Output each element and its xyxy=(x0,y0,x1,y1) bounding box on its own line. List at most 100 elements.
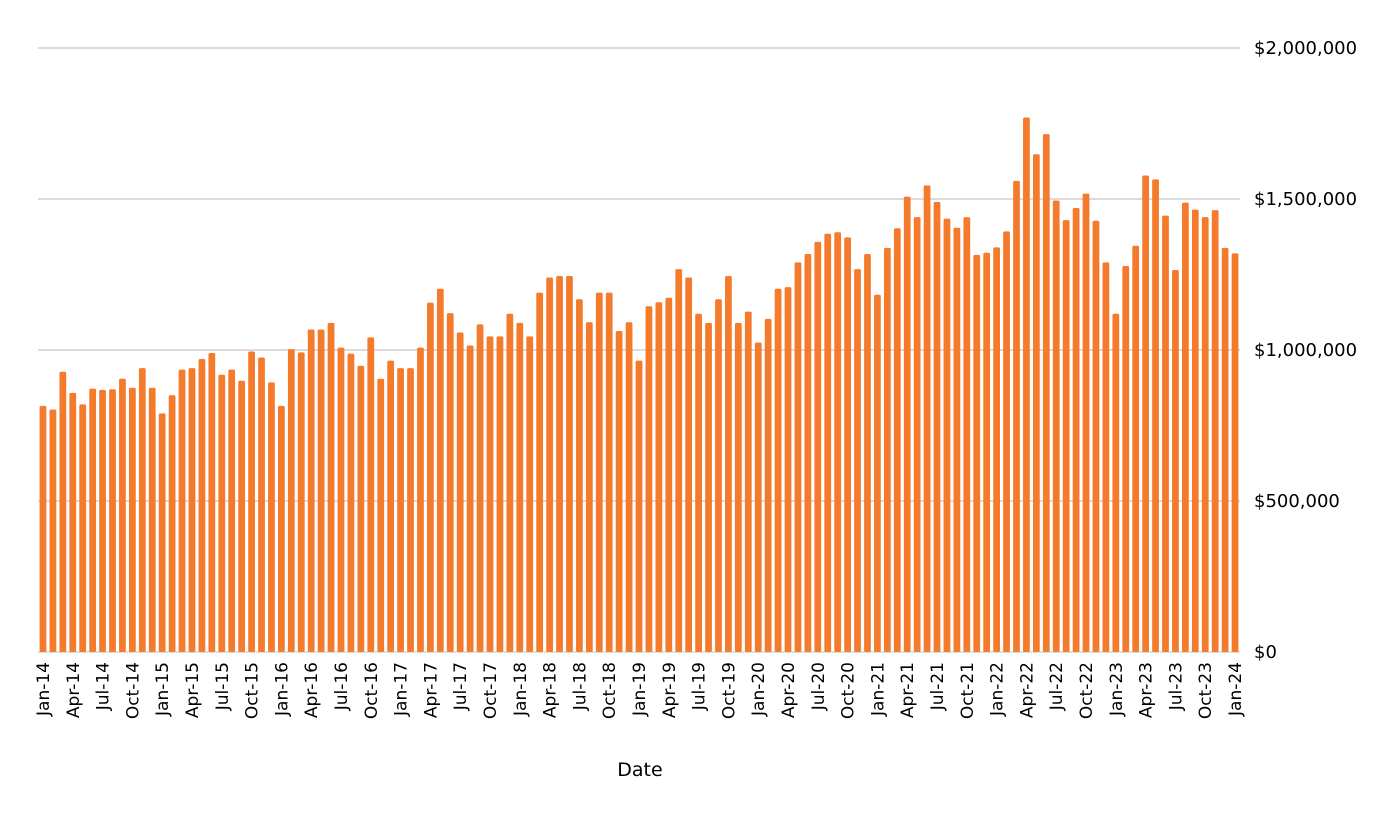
bar-apr-23 xyxy=(1142,175,1150,652)
bar-aug-22 xyxy=(1062,220,1070,652)
bar-aug-15 xyxy=(228,369,236,652)
bar-jan-14 xyxy=(39,405,47,652)
x-tick-label: Apr-23 xyxy=(1137,662,1157,718)
bar-jul-14 xyxy=(99,389,106,652)
bar-nov-23 xyxy=(1211,210,1219,652)
bar-jan-24 xyxy=(1231,253,1239,653)
bar-nov-18 xyxy=(615,330,623,652)
bar-oct-15 xyxy=(248,351,255,652)
bar-oct-18 xyxy=(605,292,613,652)
bar-apr-19 xyxy=(665,297,673,652)
bar-apr-14 xyxy=(69,392,77,652)
x-tick-label: Oct-16 xyxy=(362,662,382,719)
x-tick-label: Jul-17 xyxy=(451,662,471,711)
bar-jul-16 xyxy=(337,347,345,652)
bar-apr-21 xyxy=(903,196,911,653)
x-tick-label: Oct-22 xyxy=(1077,662,1097,719)
y-tick-label: $500,000 xyxy=(1254,491,1340,512)
x-tick-label: Jan-21 xyxy=(868,662,888,717)
bar-dec-17 xyxy=(506,313,514,652)
bar-jul-19 xyxy=(695,313,702,652)
x-tick-label: Oct-14 xyxy=(123,662,143,719)
bar-aug-16 xyxy=(347,353,355,652)
bar-oct-19 xyxy=(725,276,732,652)
bar-nov-16 xyxy=(377,378,385,652)
bar-mar-15 xyxy=(178,369,186,652)
bar-apr-17 xyxy=(427,302,434,652)
x-tick-label: Jan-15 xyxy=(153,662,173,717)
x-tick-label: Jul-18 xyxy=(570,662,590,711)
bar-oct-20 xyxy=(844,237,851,652)
bar-feb-16 xyxy=(287,349,295,652)
x-tick-label: Apr-14 xyxy=(64,662,84,718)
bar-nov-17 xyxy=(496,336,504,652)
x-tick-label: Oct-20 xyxy=(839,662,859,719)
bar-sep-21 xyxy=(953,227,961,652)
bar-jan-19 xyxy=(635,360,643,652)
x-tick-label: Jan-18 xyxy=(511,662,531,717)
bar-dec-20 xyxy=(864,253,871,653)
x-tick-label: Oct-18 xyxy=(600,662,620,719)
bar-jun-15 xyxy=(208,353,216,652)
x-tick-label: Jan-23 xyxy=(1107,662,1127,717)
bar-nov-21 xyxy=(973,254,981,652)
bar-feb-18 xyxy=(526,336,534,652)
bar-mar-22 xyxy=(1013,180,1020,652)
bar-feb-23 xyxy=(1122,266,1130,652)
x-tick-label: Apr-20 xyxy=(779,662,799,718)
bar-sep-14 xyxy=(119,378,126,652)
x-tick-label: Oct-19 xyxy=(719,662,739,719)
bar-jun-17 xyxy=(446,313,454,652)
x-tick-label: Jan-16 xyxy=(272,662,292,717)
bar-apr-20 xyxy=(784,287,792,652)
bar-jan-18 xyxy=(516,322,524,652)
bar-sep-15 xyxy=(238,380,246,652)
bar-jun-23 xyxy=(1162,215,1169,653)
bar-aug-18 xyxy=(585,322,593,652)
x-tick-label: Oct-17 xyxy=(481,662,501,719)
bar-mar-18 xyxy=(536,292,544,652)
x-axis-tick-labels: Jan-14 Apr-14 Jul-14 Oct-14 Jan-15 Apr-15 Jul-… xyxy=(34,662,1246,719)
y-tick-label: $1,000,000 xyxy=(1254,340,1357,361)
bar-aug-14 xyxy=(109,389,116,652)
bar-jan-16 xyxy=(278,405,285,652)
x-tick-label: Apr-15 xyxy=(183,662,203,718)
bar-jul-17 xyxy=(456,332,464,652)
y-axis-tick-labels: $0 $500,000 $1,000,000 $1,500,000 $2,000,000 xyxy=(1254,38,1357,663)
bar-jun-20 xyxy=(804,253,812,653)
bar-feb-17 xyxy=(407,368,414,652)
bar-dec-16 xyxy=(387,360,395,652)
bar-jul-18 xyxy=(576,299,583,652)
bar-may-22 xyxy=(1032,154,1040,652)
bar-sep-19 xyxy=(715,299,722,652)
x-tick-label: Apr-18 xyxy=(541,662,561,718)
bar-feb-21 xyxy=(883,247,891,652)
bar-mar-20 xyxy=(774,288,782,652)
bar-jul-21 xyxy=(933,202,941,652)
bar-jul-23 xyxy=(1172,269,1179,652)
bar-nov-19 xyxy=(734,322,742,652)
bar-jun-14 xyxy=(89,388,97,652)
x-tick-label: Oct-23 xyxy=(1196,662,1216,719)
x-tick-label: Jul-23 xyxy=(1166,662,1186,711)
bar-aug-17 xyxy=(466,345,474,652)
bar-sep-17 xyxy=(476,324,484,652)
y-tick-label: $0 xyxy=(1254,642,1277,663)
bar-jul-15 xyxy=(218,374,226,652)
bar-mar-23 xyxy=(1132,245,1140,652)
x-tick-label: Jul-20 xyxy=(809,662,829,711)
x-tick-label: Jul-21 xyxy=(928,662,948,711)
bar-jul-22 xyxy=(1052,200,1060,652)
bar-apr-22 xyxy=(1023,117,1030,652)
bar-oct-21 xyxy=(963,217,971,652)
bar-oct-17 xyxy=(486,336,494,652)
bar-aug-19 xyxy=(705,322,712,652)
bar-apr-15 xyxy=(188,368,196,652)
x-tick-label: Apr-19 xyxy=(660,662,680,718)
bar-aug-21 xyxy=(943,218,951,652)
bar-may-18 xyxy=(556,276,563,652)
bar-apr-16 xyxy=(307,329,315,652)
bar-jan-23 xyxy=(1112,313,1120,652)
